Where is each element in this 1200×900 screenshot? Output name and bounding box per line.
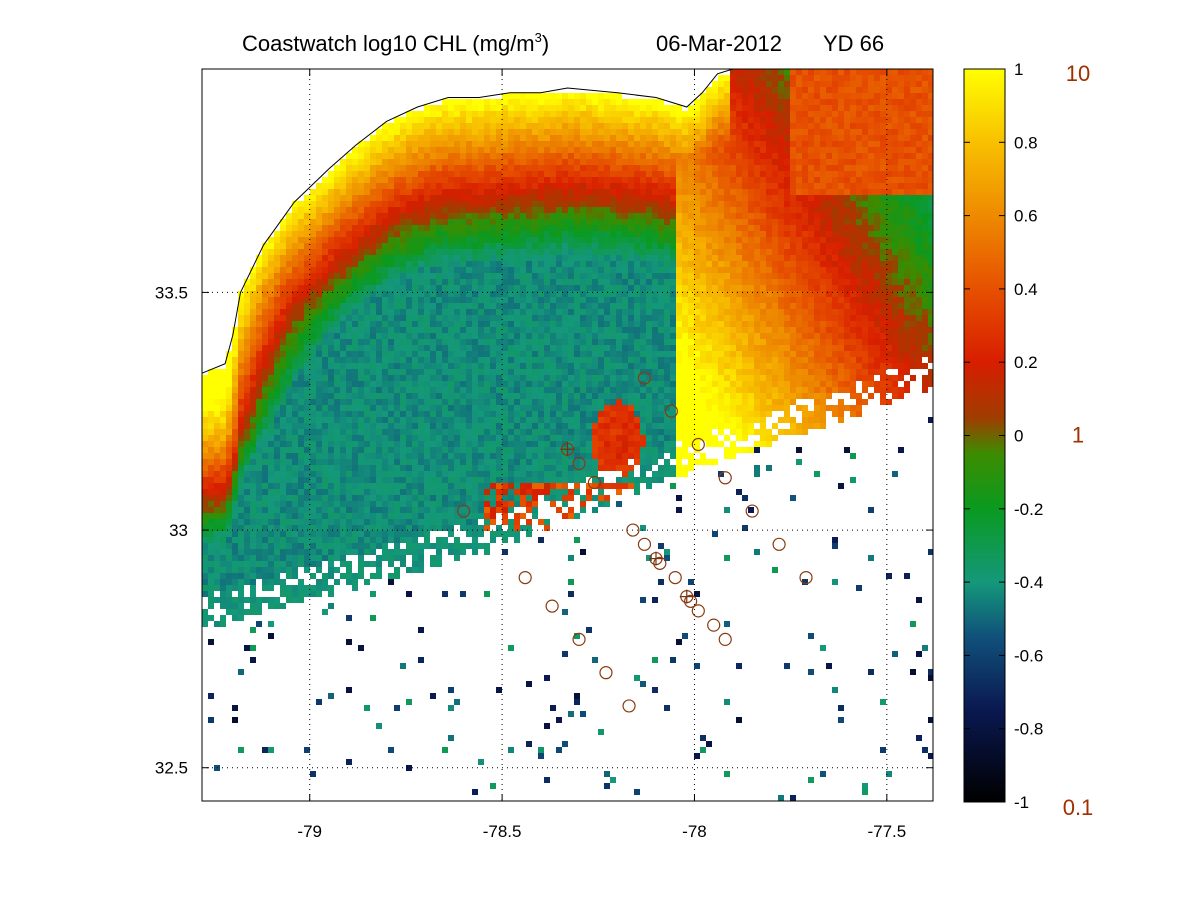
x-axis-ticks: -79 -78.5 -78 -77.5 xyxy=(297,69,906,841)
coastline xyxy=(201,68,734,374)
colorbar-tick-label: 0.8 xyxy=(1014,133,1038,152)
station-marker xyxy=(653,556,667,570)
station-marker xyxy=(622,699,636,713)
station-marker xyxy=(691,437,705,452)
x-tick-label: -79 xyxy=(297,822,322,841)
title-close: ) xyxy=(542,31,549,56)
station-marker xyxy=(572,456,586,471)
concentration-label: 0.1 xyxy=(1063,795,1094,820)
colorbar-ticks: 1 0.8 0.6 0.4 0.2 0 -0.2 -0.4 -0.6 -0.8 -1 xyxy=(964,60,1043,812)
station-marker xyxy=(707,618,721,632)
colorbar-tick-label: -0.8 xyxy=(1014,720,1043,739)
station-marker xyxy=(664,404,678,418)
concentration-label: 1 xyxy=(1072,423,1084,448)
station-marker xyxy=(518,570,532,585)
station-marker xyxy=(691,604,705,618)
colorbar: 1 0.8 0.6 0.4 0.2 0 -0.2 -0.4 -0.6 -0.8 -1 10 1 0.1 xyxy=(963,60,1094,820)
title-main: Coastwatch log10 CHL (mg/m xyxy=(242,31,535,56)
grid-lines xyxy=(202,69,933,801)
y-axis-ticks: 33.5 33 32.5 xyxy=(155,283,933,778)
x-tick-label: -77.5 xyxy=(867,822,906,841)
title-date: 06-Mar-2012 xyxy=(656,31,782,56)
y-tick-label: 33.5 xyxy=(155,283,188,302)
station-marker xyxy=(718,471,732,485)
figure-title: Coastwatch log10 CHL (mg/m3) xyxy=(242,30,549,56)
station-marker xyxy=(457,504,471,518)
title-superscript: 3 xyxy=(535,30,542,45)
station-marker xyxy=(572,632,586,646)
colorbar-tick-label: 0 xyxy=(1014,427,1023,446)
chlorophyll-field xyxy=(202,69,933,801)
station-marker xyxy=(626,523,640,537)
y-tick-label: 32.5 xyxy=(155,759,188,778)
colorbar-concentration-labels: 10 1 0.1 xyxy=(1063,61,1094,820)
plot-frame xyxy=(201,68,934,802)
station-marker xyxy=(637,537,652,551)
colorbar-tick-label: -0.2 xyxy=(1014,500,1043,519)
colorbar-tick-label: 0.2 xyxy=(1014,353,1038,372)
colorbar-tick-label: -0.6 xyxy=(1014,646,1043,665)
station-marker xyxy=(799,570,813,585)
station-marker xyxy=(637,371,652,385)
station-marker xyxy=(684,594,698,608)
colorbar-tick-label: 0.6 xyxy=(1014,207,1038,226)
station-marker xyxy=(718,632,732,646)
colorbar-gradient xyxy=(963,68,1006,803)
station-marker xyxy=(745,504,759,518)
station-marker xyxy=(587,475,602,490)
colorbar-tick-label: -0.4 xyxy=(1014,573,1043,592)
station-marker xyxy=(668,570,682,585)
title-yearday: YD 66 xyxy=(823,31,884,56)
concentration-label: 10 xyxy=(1066,61,1090,86)
station-marker xyxy=(772,537,786,551)
x-tick-label: -78.5 xyxy=(483,822,522,841)
map-plot-area: -79 -78.5 -78 -77.5 33.5 33 32.5 xyxy=(155,68,934,841)
station-markers xyxy=(457,371,813,713)
colorbar-tick-label: 1 xyxy=(1014,60,1023,79)
y-tick-label: 33 xyxy=(169,521,188,540)
colorbar-tick-label: 0.4 xyxy=(1014,280,1038,299)
x-tick-label: -78 xyxy=(682,822,707,841)
station-marker xyxy=(599,666,613,680)
colorbar-tick-label: -1 xyxy=(1014,793,1029,812)
station-marker xyxy=(545,599,559,613)
